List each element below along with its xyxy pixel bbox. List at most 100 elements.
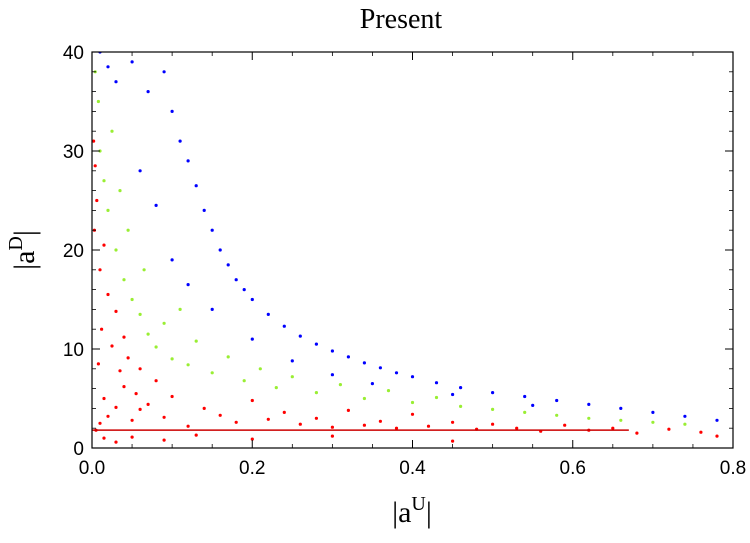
data-point <box>138 367 142 371</box>
data-point <box>106 414 110 418</box>
data-point <box>93 164 97 168</box>
data-point <box>426 424 431 428</box>
data-point <box>314 416 318 420</box>
data-point <box>126 228 130 232</box>
data-point <box>386 389 391 393</box>
data-point <box>118 369 122 373</box>
x-tick-label: 0.8 <box>720 458 746 479</box>
series-2 <box>98 52 719 422</box>
data-point <box>178 139 182 143</box>
data-point <box>162 321 166 325</box>
data-point <box>290 375 294 379</box>
data-point <box>146 90 150 94</box>
x-axis-label-suffix: | <box>426 496 432 529</box>
data-point <box>378 366 382 370</box>
data-point <box>250 337 254 341</box>
data-point <box>154 203 158 207</box>
data-point <box>459 386 463 390</box>
data-point <box>451 420 455 424</box>
data-point <box>186 363 190 367</box>
data-point <box>186 424 190 428</box>
data-point <box>346 355 350 359</box>
data-point <box>102 179 106 183</box>
data-point <box>330 373 334 377</box>
data-point <box>298 334 302 338</box>
x-axis-label: |aU| <box>392 493 432 529</box>
data-point <box>491 407 495 411</box>
data-point <box>290 359 294 363</box>
data-point <box>523 394 527 399</box>
data-point <box>178 307 182 311</box>
data-point <box>410 412 415 416</box>
x-tick-label: 0.2 <box>239 458 265 479</box>
data-point <box>250 437 254 441</box>
data-point <box>122 335 126 339</box>
data-point <box>635 431 639 435</box>
data-point <box>170 109 174 113</box>
y-tick-label: 0 <box>73 439 84 460</box>
data-point <box>266 312 270 316</box>
y-axis-ticks: 0 10 20 30 40 <box>63 43 733 460</box>
data-point <box>114 80 118 84</box>
data-point <box>258 367 262 371</box>
plot-frame <box>91 51 734 449</box>
data-point <box>242 288 246 292</box>
chart-title: Present <box>360 4 443 35</box>
data-point <box>434 395 439 400</box>
data-point <box>106 292 110 297</box>
data-point <box>587 402 591 406</box>
data-point <box>491 422 495 426</box>
data-point <box>114 309 118 313</box>
data-point <box>106 65 110 69</box>
x-tick-label: 0.6 <box>560 458 586 479</box>
data-point <box>110 344 114 348</box>
data-point <box>451 392 455 397</box>
data-point <box>250 398 254 403</box>
y-axis-label: |aD| <box>5 230 41 270</box>
data-point <box>194 339 198 343</box>
y-axis-label-prefix: |a <box>8 251 41 270</box>
data-point <box>202 406 206 410</box>
data-point <box>146 332 150 336</box>
data-point <box>226 355 230 359</box>
data-point <box>266 417 270 421</box>
data-point <box>138 312 142 316</box>
data-point <box>314 342 318 346</box>
data-point <box>346 408 350 412</box>
data-point <box>218 413 222 417</box>
data-point <box>162 415 166 419</box>
data-point <box>330 434 334 438</box>
data-point <box>210 371 214 375</box>
data-point <box>362 423 366 427</box>
data-point <box>282 324 286 328</box>
data-point <box>611 426 615 430</box>
data-point <box>114 405 118 409</box>
data-point <box>134 392 138 396</box>
data-point <box>667 427 671 431</box>
data-point <box>619 418 623 422</box>
data-point <box>434 381 439 385</box>
data-point <box>651 410 655 414</box>
data-point <box>102 436 106 440</box>
data-point <box>619 406 623 410</box>
data-point <box>410 400 415 405</box>
data-point <box>130 297 134 302</box>
data-point <box>218 248 222 252</box>
data-point <box>170 258 174 262</box>
y-tick-label: 10 <box>63 340 84 361</box>
data-point <box>715 434 719 438</box>
data-point <box>126 356 130 360</box>
data-point <box>194 184 198 188</box>
data-point <box>378 419 382 423</box>
data-point <box>715 418 719 422</box>
data-point <box>274 386 278 390</box>
data-point <box>242 379 246 383</box>
y-tick-label: 20 <box>63 241 84 262</box>
data-point <box>338 383 342 387</box>
data-point <box>96 362 100 366</box>
y-tick-label: 30 <box>63 142 84 163</box>
data-point <box>130 418 134 422</box>
y-axis-label-suffix: | <box>8 230 41 236</box>
